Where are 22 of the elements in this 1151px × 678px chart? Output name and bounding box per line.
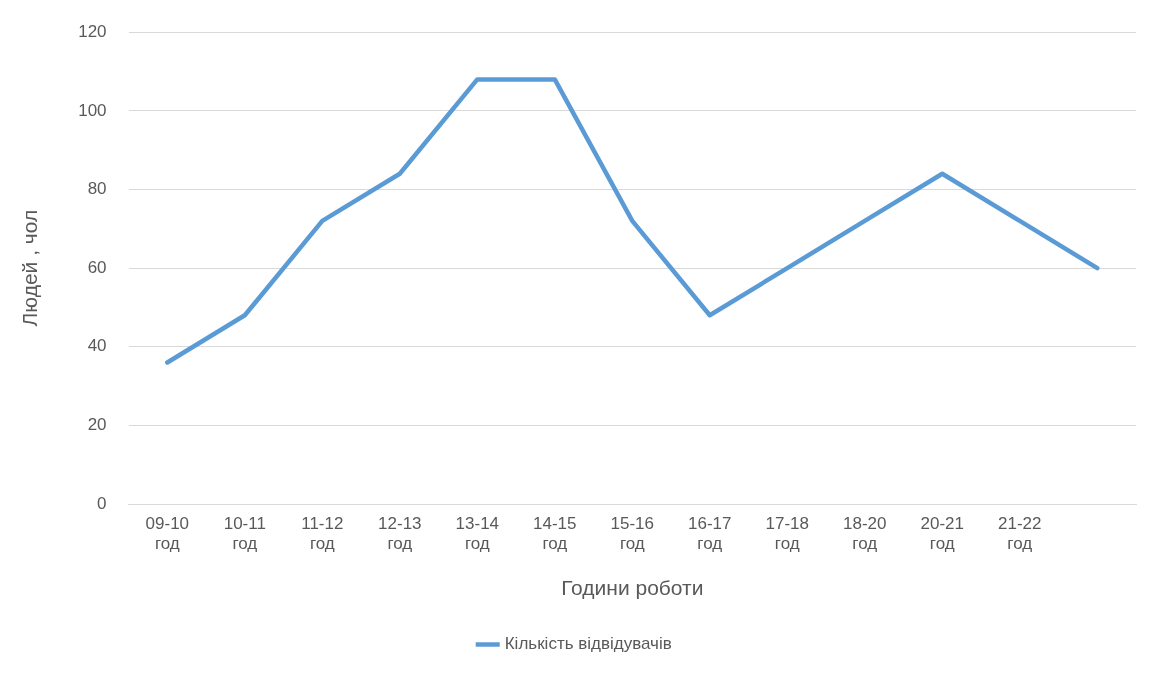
y-axis-title: Людей , чол [18,209,42,327]
y-tick-label: 80 [87,179,107,199]
y-tick-label: 0 [97,493,107,513]
x-tick-label: 20-21 год [920,513,964,554]
x-axis-title: Години роботи [561,576,704,600]
x-tick-label: 10-11 год [223,513,266,554]
y-tick-label: 20 [87,415,107,435]
y-tick-label: 40 [87,336,107,356]
x-tick-label: 18-20 год [843,513,887,554]
x-tick-label: 21-22 год [998,513,1042,554]
x-tick-label: 14-15 год [533,513,577,554]
y-tick-label: 100 [78,100,107,120]
x-tick-label: 11-12 год [301,513,344,554]
legend-label: Кількість відвідувачів [504,634,672,654]
y-tick-label: 60 [87,257,107,277]
x-tick-label: 15-16 год [610,513,655,554]
x-tick-label: 12-13 год [378,513,422,554]
y-tick-label: 120 [78,21,107,41]
x-tick-label: 17-18 год [765,513,810,554]
x-tick-label: 16-17 год [688,513,732,554]
x-tick-label: 09-10 год [145,513,190,554]
x-tick-label: 13-14 год [455,513,500,554]
